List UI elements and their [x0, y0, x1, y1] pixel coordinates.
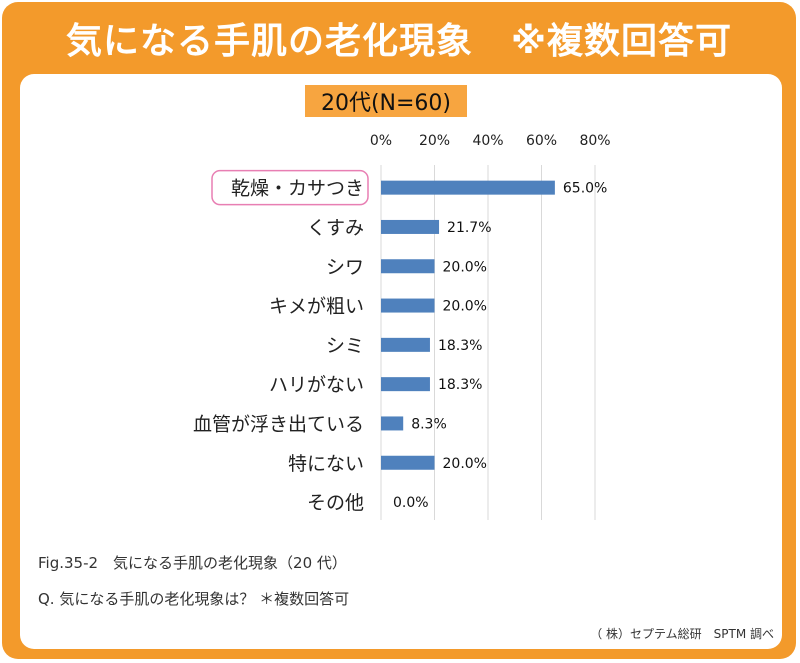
category-label: 乾燥・カサつき	[231, 178, 364, 200]
title-text: 気になる手肌の老化現象	[65, 21, 473, 62]
bar	[381, 377, 430, 392]
data-label: 0.0%	[393, 495, 429, 511]
x-tick-label: 80%	[579, 133, 610, 149]
x-tick-label: 0%	[370, 133, 392, 149]
data-label: 21.7%	[447, 220, 491, 236]
x-tick-label: 40%	[472, 133, 503, 149]
chart-title: 20代(N=60)	[305, 85, 467, 117]
category-label: その他	[307, 492, 364, 514]
bar	[381, 180, 555, 195]
bar	[381, 416, 404, 431]
category-label: 特にない	[288, 453, 364, 475]
category-label: シミ	[326, 335, 364, 357]
data-label: 20.0%	[443, 299, 487, 315]
page-title: 気になる手肌の老化現象 ※複数回答可	[2, 6, 796, 70]
data-label: 8.3%	[411, 416, 447, 432]
bar	[381, 337, 430, 352]
bar	[381, 298, 435, 313]
category-label: シワ	[326, 256, 364, 278]
data-label: 18.3%	[438, 338, 482, 354]
category-label: キメが粗い	[269, 296, 364, 318]
bar	[381, 259, 435, 274]
figure-caption: Fig.35-2 気になる手肌の老化現象（20 代）	[38, 554, 347, 572]
category-label: くすみ	[307, 217, 364, 239]
chart-panel	[20, 74, 782, 649]
question-text: Q. 気になる手肌の老化現象は？ ＊複数回答可	[38, 590, 350, 608]
bar	[381, 219, 440, 234]
source-credit: （ 株）セプテム総研 SPTM 調べ	[590, 627, 774, 641]
data-label: 18.3%	[438, 377, 482, 393]
data-label: 20.0%	[443, 456, 487, 472]
x-tick-label: 60%	[526, 133, 557, 149]
highlight-box	[211, 169, 369, 206]
title-note: ※複数回答可	[511, 21, 732, 62]
data-label: 20.0%	[443, 259, 487, 275]
data-label: 65.0%	[563, 181, 607, 197]
category-label: 血管が浮き出ている	[193, 413, 364, 435]
bar	[381, 455, 435, 470]
x-tick-label: 20%	[419, 133, 450, 149]
category-label: ハリがない	[269, 374, 364, 396]
